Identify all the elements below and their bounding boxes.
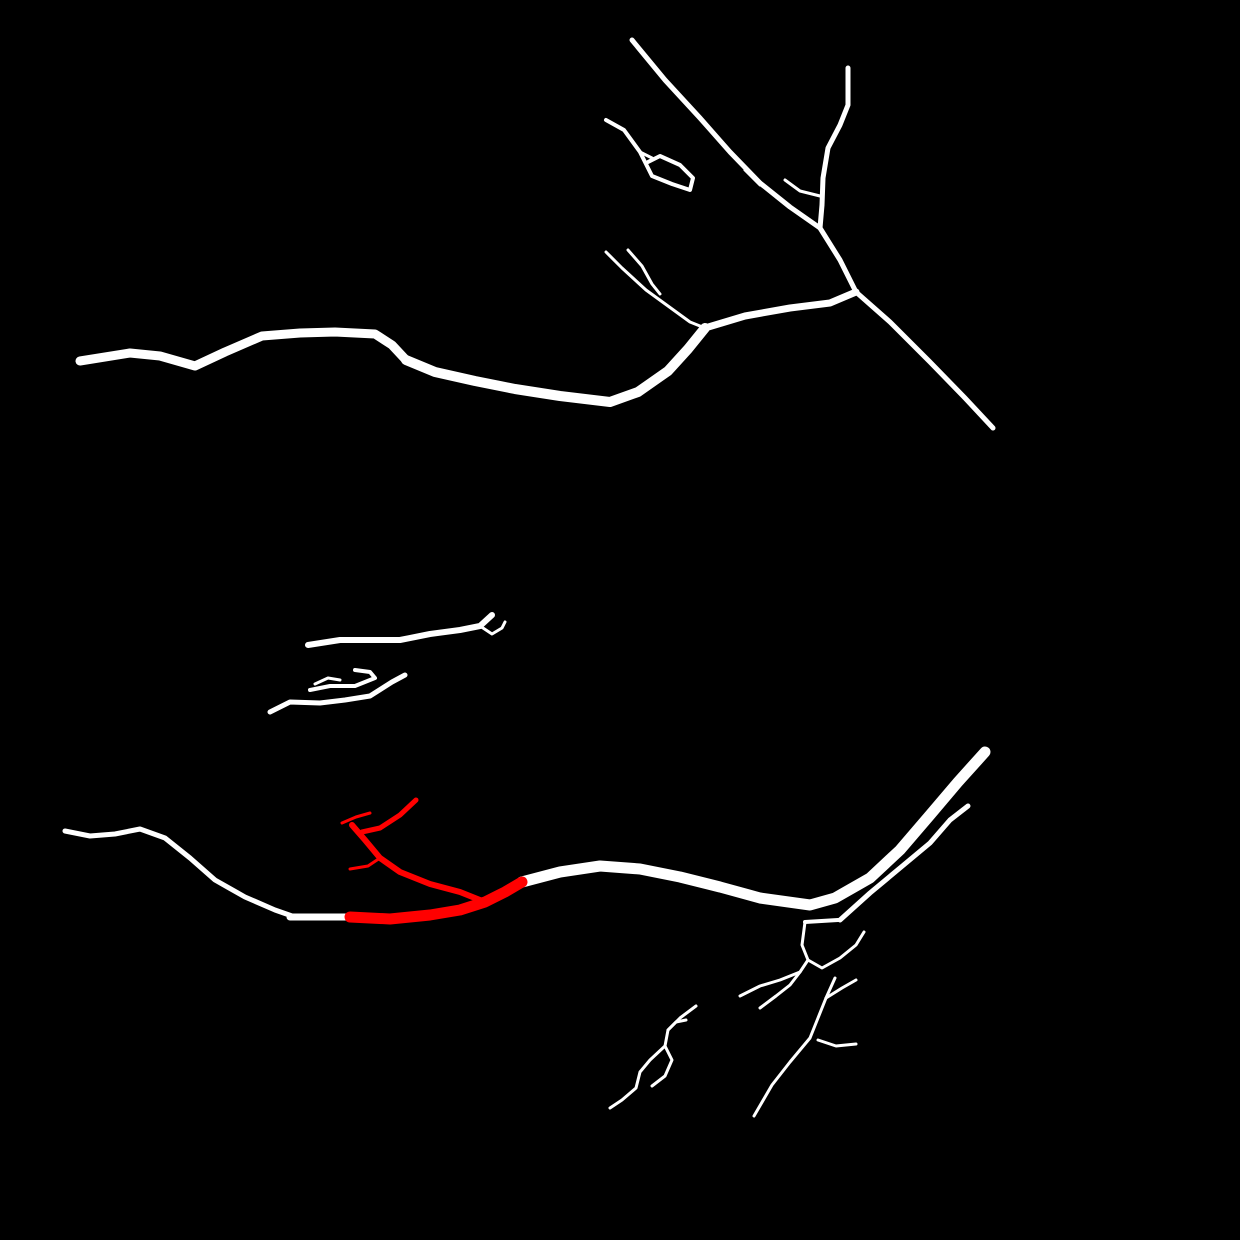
cap-c <box>758 970 802 1010</box>
highlight-branch <box>349 822 488 905</box>
lower-main-trunk-right <box>516 746 991 911</box>
cap-e <box>824 978 858 1000</box>
lower-secondary-vessel <box>837 803 971 923</box>
upper-small-spur-2 <box>743 168 762 187</box>
highlight-trunk <box>344 876 528 925</box>
upper-main-trunk-mid <box>401 323 710 407</box>
middle-vessels <box>267 612 507 715</box>
upper-loop-vessel-b <box>638 150 654 160</box>
upper-main-trunk <box>75 327 411 371</box>
lower-vessel-arcade <box>62 746 991 924</box>
upper-vertical-branch <box>817 65 851 231</box>
upper-loop-vessel <box>604 118 695 192</box>
cap-b <box>806 930 866 970</box>
cap-f <box>816 1038 858 1048</box>
middle-vessel-lower-b <box>308 668 377 692</box>
highlight-branch-upper <box>359 797 419 835</box>
upper-twig-left-b <box>626 248 662 296</box>
highlighted-vessel-segment <box>340 797 528 925</box>
lower-main-trunk-left <box>62 826 298 920</box>
upper-small-spur <box>783 178 822 198</box>
upper-branch-to-junction <box>701 288 860 332</box>
middle-vessel-upper <box>305 612 495 648</box>
lower-right-capillaries <box>608 920 866 1118</box>
middle-vessel-lower-c <box>313 676 342 686</box>
lower-stub <box>803 918 840 924</box>
cap-h <box>650 1044 674 1088</box>
highlight-twig <box>340 811 372 825</box>
middle-vessel-upper-tip <box>478 620 507 636</box>
highlight-twig-2 <box>348 856 382 871</box>
middle-vessel-lower <box>267 672 408 715</box>
upper-vessel-arcade <box>75 37 996 431</box>
upper-twig-left <box>604 250 707 330</box>
cap-i <box>666 1018 688 1032</box>
